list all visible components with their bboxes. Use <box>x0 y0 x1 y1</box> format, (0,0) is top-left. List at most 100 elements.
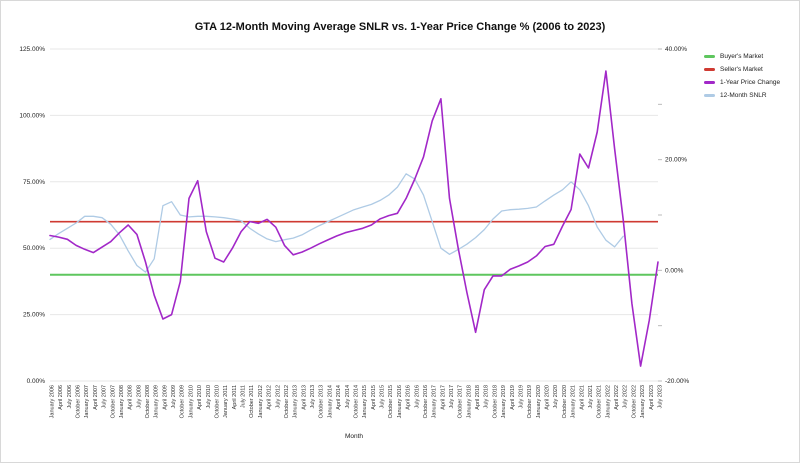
x-axis-tick-label: July 2014 <box>345 385 351 409</box>
series-1-year-price-change-line <box>49 70 659 367</box>
x-axis-tick-label: January 2010 <box>188 385 194 418</box>
chart-title: GTA 12-Month Moving Average SNLR vs. 1-Y… <box>194 21 606 33</box>
x-axis-tick-label: April 2008 <box>128 385 134 410</box>
x-axis-tick-label: January 2014 <box>327 385 333 418</box>
x-axis-tick-label: January 2016 <box>397 385 403 418</box>
legend-item-price-change[interactable]: 1-Year Price Change <box>704 76 780 89</box>
x-axis-tick-label: April 2023 <box>649 385 655 410</box>
legend-label-buyers-market: Buyer's Market <box>720 53 764 60</box>
x-axis-tick-label: April 2019 <box>510 385 516 410</box>
x-axis-tick-label: October 2016 <box>423 385 429 418</box>
x-axis-tick-label: October 2011 <box>249 385 255 418</box>
x-axis-tick-label: October 2017 <box>458 385 464 418</box>
x-axis-tick-label: April 2010 <box>197 385 203 410</box>
x-axis-tick-label: July 2008 <box>136 385 142 409</box>
x-axis-tick-label: April 2012 <box>267 385 273 410</box>
x-axis-tick-label: July 2012 <box>275 385 281 409</box>
x-axis-tick-label: April 2021 <box>579 385 585 410</box>
x-axis-tick-label: April 2007 <box>93 385 99 410</box>
x-axis-tick-label: July 2021 <box>588 385 594 409</box>
x-axis-tick-label: January 2020 <box>536 385 542 418</box>
x-axis-tick-label: October 2006 <box>76 385 82 418</box>
y-axis-left-tick-label: 100.00% <box>19 112 45 119</box>
x-axis-tick-label: July 2007 <box>102 385 108 409</box>
x-axis-tick-label: April 2009 <box>162 385 168 410</box>
y-axis-left-tick-label: 50.00% <box>23 245 45 252</box>
x-axis-tick-label: April 2016 <box>406 385 412 410</box>
x-axis-tick-label: April 2020 <box>545 385 551 410</box>
x-axis-tick-label: July 2022 <box>623 385 629 409</box>
legend-label-sellers-market: Seller's Market <box>720 66 763 73</box>
y-axis-right-tick-label: 20.00% <box>665 157 687 164</box>
x-axis-tick-label: October 2014 <box>353 385 359 418</box>
x-axis-title: Month <box>345 433 363 440</box>
legend-item-snlr[interactable]: 12-Month SNLR <box>704 89 780 102</box>
x-axis-tick-label: July 2020 <box>553 385 559 409</box>
x-axis-tick-label: October 2021 <box>597 385 603 418</box>
x-axis-tick-label: January 2011 <box>223 385 229 418</box>
x-axis-tick-label: April 2011 <box>232 385 238 409</box>
legend-item-sellers-market[interactable]: Seller's Market <box>704 63 780 76</box>
x-axis-tick-label: October 2012 <box>284 385 290 418</box>
x-axis-tick-label: July 2010 <box>206 385 212 409</box>
legend-swatch-snlr-icon <box>704 94 715 97</box>
x-axis-tick-label: January 2019 <box>501 385 507 418</box>
y-axis-left-tick-label: 75.00% <box>23 179 45 186</box>
x-axis-tick-label: October 2008 <box>145 385 151 418</box>
x-axis-tick-label: January 2006 <box>49 385 55 418</box>
x-axis-tick-label: July 2016 <box>414 385 420 409</box>
x-axis-tick-label: October 2010 <box>214 385 220 418</box>
y-axis-left-tick-label: 125.00% <box>19 46 45 53</box>
x-axis-tick-label: October 2020 <box>562 385 568 418</box>
x-axis-tick-label: April 2022 <box>614 385 620 410</box>
x-axis-tick-label: October 2009 <box>180 385 186 418</box>
x-axis-tick-label: January 2021 <box>571 385 577 418</box>
legend-swatch-sellers-market-icon <box>704 68 715 71</box>
x-axis-tick-label: July 2011 <box>241 385 247 408</box>
x-axis-tick-label: April 2018 <box>475 385 481 410</box>
x-axis-tick-label: January 2018 <box>466 385 472 418</box>
y-axis-left-tick-label: 25.00% <box>23 312 45 319</box>
x-axis-tick-label: July 2019 <box>518 385 524 409</box>
legend-label-price-change: 1-Year Price Change <box>720 79 781 86</box>
x-axis-tick-label: January 2007 <box>84 385 90 418</box>
series-12-month-snlr-line <box>49 173 624 273</box>
x-axis-tick-label: April 2013 <box>301 385 307 410</box>
x-axis-tick-label: July 2006 <box>67 385 73 409</box>
x-axis-tick-label: October 2013 <box>319 385 325 418</box>
x-axis-tick-label: April 2014 <box>336 385 342 410</box>
x-axis-tick-label: July 2018 <box>484 385 490 409</box>
x-axis-tick-label: July 2009 <box>171 385 177 409</box>
x-axis-tick-label: January 2008 <box>119 385 125 418</box>
x-axis-tick-label: July 2013 <box>310 385 316 409</box>
x-axis-tick-label: April 2006 <box>58 385 64 410</box>
x-axis-tick-label: January 2009 <box>154 385 160 418</box>
x-axis-tick-label: October 2007 <box>110 385 116 418</box>
x-axis-tick-label: July 2015 <box>380 385 386 409</box>
x-axis-tick-label: April 2015 <box>371 385 377 410</box>
legend-item-buyers-market[interactable]: Buyer's Market <box>704 50 780 63</box>
x-axis-tick-label: October 2022 <box>631 385 637 418</box>
y-axis-right-tick-label: 0.00% <box>665 267 684 274</box>
x-axis-tick-label: October 2015 <box>388 385 394 418</box>
y-axis-right-tick-label: -20.00% <box>665 378 689 385</box>
legend-label-snlr: 12-Month SNLR <box>720 92 767 99</box>
legend-swatch-price-change-icon <box>704 81 715 84</box>
x-axis-tick-label: July 2017 <box>449 385 455 409</box>
x-axis-tick-label: October 2018 <box>492 385 498 418</box>
x-axis-tick-label: January 2023 <box>640 385 646 418</box>
x-axis-tick-label: January 2012 <box>258 385 264 418</box>
legend-swatch-buyers-market-icon <box>704 55 715 58</box>
x-axis-tick-label: July 2023 <box>657 385 663 409</box>
y-axis-right-tick-label: 40.00% <box>665 46 687 53</box>
y-axis-left-tick-label: 0.00% <box>27 378 46 385</box>
x-axis-tick-label: January 2013 <box>293 385 299 418</box>
x-axis-tick-label: January 2022 <box>605 385 611 418</box>
x-axis-tick-label: April 2017 <box>440 385 446 410</box>
x-axis-tick-label: January 2017 <box>432 385 438 418</box>
x-axis-tick-label: October 2019 <box>527 385 533 418</box>
legend: Buyer's Market Seller's Market 1-Year Pr… <box>704 50 780 102</box>
x-axis-tick-label: January 2015 <box>362 385 368 418</box>
